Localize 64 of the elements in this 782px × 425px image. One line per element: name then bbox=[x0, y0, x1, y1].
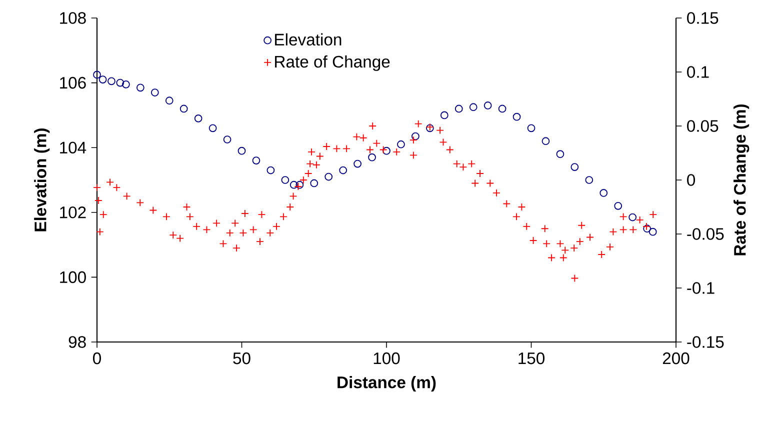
point bbox=[542, 137, 550, 146]
point bbox=[556, 150, 564, 158]
point bbox=[238, 146, 246, 155]
point bbox=[498, 104, 506, 113]
y2-tick-label: 0 bbox=[687, 174, 696, 186]
point bbox=[108, 77, 116, 86]
y2-tick-label: 0.05 bbox=[687, 120, 718, 132]
point bbox=[484, 102, 492, 110]
point bbox=[512, 112, 521, 121]
y-tick-label: 104 bbox=[60, 142, 86, 154]
point bbox=[290, 180, 298, 189]
point bbox=[194, 114, 202, 122]
x-tick-label: 150 bbox=[518, 352, 544, 364]
point bbox=[570, 163, 579, 171]
point bbox=[150, 88, 159, 96]
point bbox=[397, 140, 405, 148]
point bbox=[469, 103, 478, 112]
point bbox=[93, 70, 101, 79]
point bbox=[165, 96, 174, 105]
y-tick-label: 102 bbox=[60, 206, 86, 218]
x-tick-label: 50 bbox=[233, 352, 250, 364]
point bbox=[266, 166, 275, 174]
point bbox=[628, 213, 637, 222]
point bbox=[648, 228, 657, 236]
point bbox=[440, 111, 448, 120]
point bbox=[281, 176, 290, 184]
y-tick-label: 108 bbox=[60, 12, 86, 24]
y-tick-label: 106 bbox=[60, 76, 86, 89]
x-tick-label: 0 bbox=[93, 352, 101, 364]
point bbox=[98, 76, 107, 84]
point bbox=[116, 78, 124, 87]
y-tick-label: 98 bbox=[68, 336, 86, 348]
point bbox=[180, 104, 188, 113]
point bbox=[354, 160, 362, 168]
y-axis-title: Elevation (m) bbox=[34, 128, 50, 232]
y-tick-label: 100 bbox=[60, 271, 86, 284]
y2-tick-label: -0.1 bbox=[687, 282, 714, 294]
point bbox=[454, 104, 463, 113]
point bbox=[223, 136, 232, 144]
legend-label: Elevation bbox=[275, 33, 342, 46]
point bbox=[412, 132, 420, 140]
x-tick-label: 200 bbox=[662, 352, 690, 364]
point bbox=[324, 172, 333, 181]
x-axis-title: Distance (m) bbox=[338, 376, 436, 392]
y2-tick-label: 0.15 bbox=[687, 12, 718, 24]
point bbox=[643, 224, 651, 233]
point bbox=[122, 80, 130, 88]
y2-tick-label: -0.15 bbox=[687, 336, 724, 348]
y2-axis-title: Rate of Change (m) bbox=[734, 104, 750, 256]
point bbox=[614, 202, 622, 210]
y2-tick-label: 0.1 bbox=[687, 66, 709, 78]
y2-tick-label: -0.05 bbox=[687, 228, 724, 240]
point bbox=[252, 156, 260, 164]
point bbox=[368, 153, 376, 162]
point bbox=[136, 84, 144, 92]
legend-label: Rate of Change bbox=[275, 55, 390, 71]
point bbox=[382, 146, 390, 155]
x-tick-label: 100 bbox=[374, 352, 400, 364]
point bbox=[585, 176, 594, 184]
point bbox=[339, 166, 348, 174]
point bbox=[310, 179, 318, 188]
point bbox=[527, 124, 536, 132]
point bbox=[208, 124, 217, 132]
point bbox=[600, 189, 608, 197]
